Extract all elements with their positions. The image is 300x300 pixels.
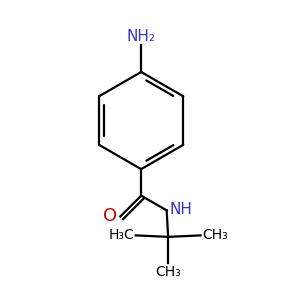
Text: CH₃: CH₃ [202,228,228,242]
Text: H₃C: H₃C [108,228,134,242]
Text: NH₂: NH₂ [127,29,156,44]
Text: CH₃: CH₃ [155,265,181,279]
Text: O: O [103,208,117,226]
Text: NH: NH [169,202,192,217]
